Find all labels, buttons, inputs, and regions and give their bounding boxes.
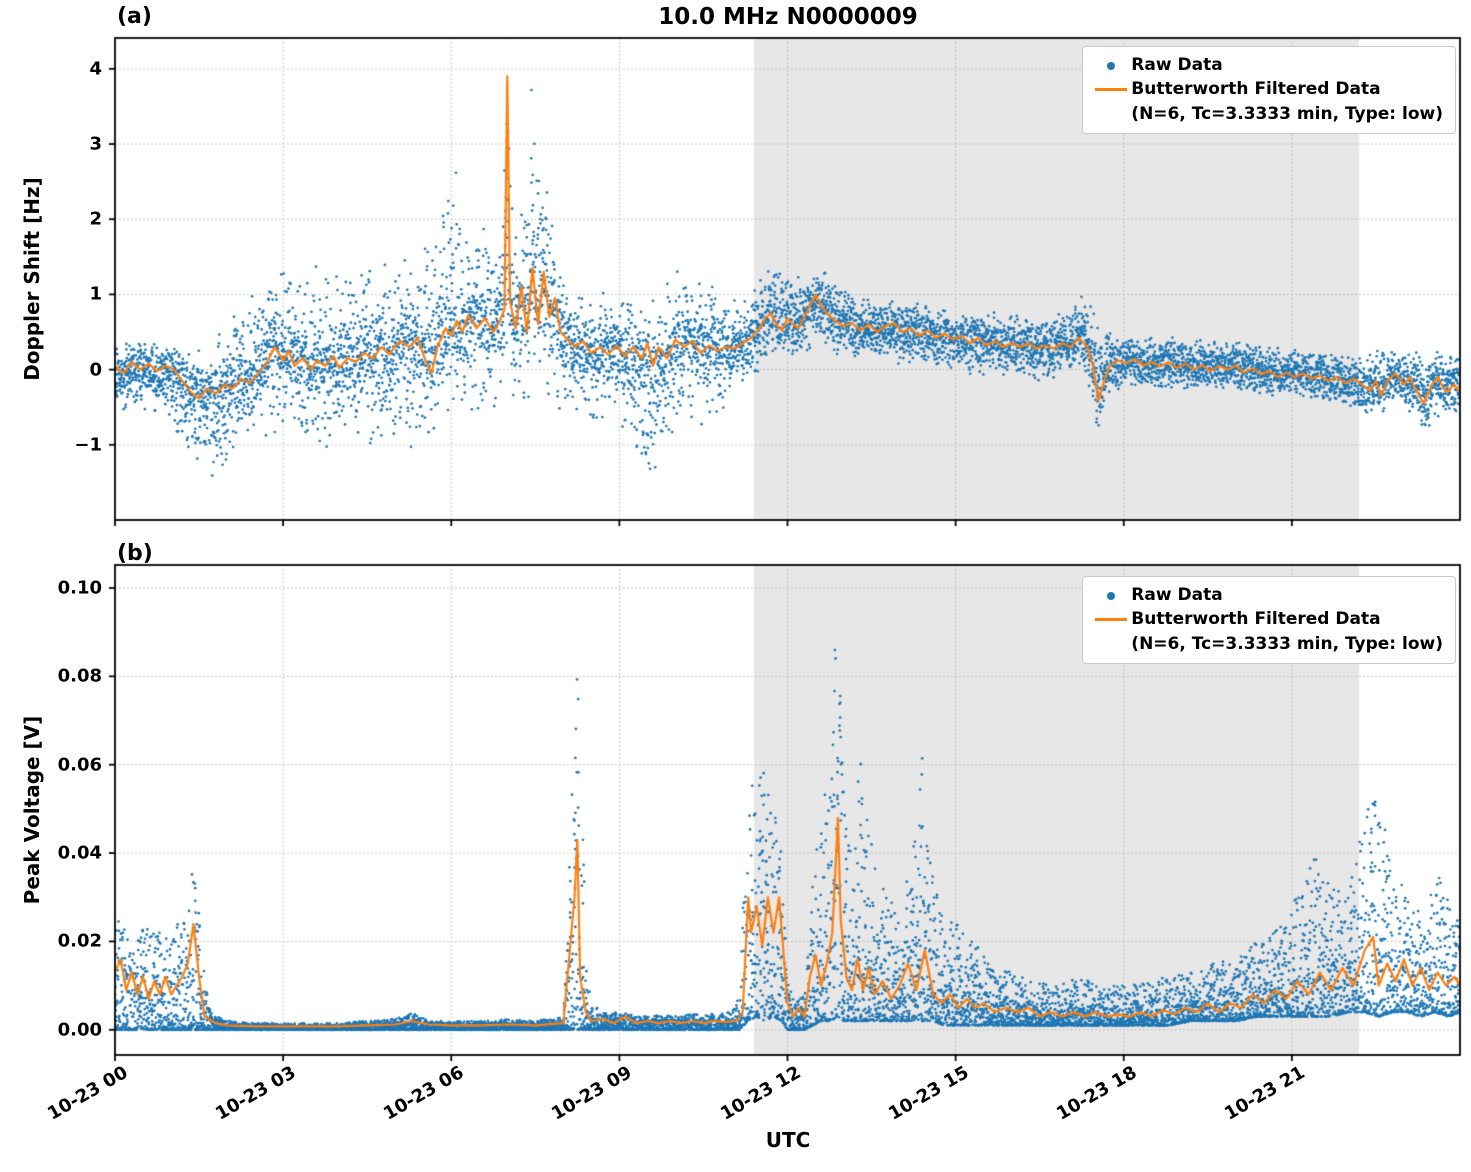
x-axis-label: UTC <box>765 1128 811 1152</box>
legend-filtered-label: Butterworth Filtered Data <box>1131 79 1381 100</box>
legend-entry-filtered: Butterworth Filtered Data <box>1091 79 1443 100</box>
legend-panel-b: Raw Data Butterworth Filtered Data (N=6,… <box>1082 576 1456 664</box>
raw-data-dot-icon <box>1091 591 1131 600</box>
y-tick-label: 0 <box>89 359 102 381</box>
legend-entry-filtered-sub: (N=6, Tc=3.3333 min, Type: low) <box>1091 634 1443 655</box>
panel-a-tag: (a) <box>117 4 152 29</box>
legend-entry-raw: Raw Data <box>1091 585 1443 606</box>
y-tick-label: 0.04 <box>57 842 102 864</box>
filtered-line-icon <box>1091 618 1131 622</box>
legend-panel-a: Raw Data Butterworth Filtered Data (N=6,… <box>1082 46 1456 134</box>
legend-entry-filtered-sub: (N=6, Tc=3.3333 min, Type: low) <box>1091 104 1443 125</box>
y-tick-label: 1 <box>89 283 102 305</box>
y-tick-label: 0.06 <box>57 754 102 776</box>
panel-b-tag: (b) <box>117 541 153 566</box>
y-tick-label: 0.08 <box>57 665 102 687</box>
legend-raw-label: Raw Data <box>1131 55 1223 75</box>
raw-data-dot-icon <box>1091 61 1131 70</box>
legend-entry-raw: Raw Data <box>1091 55 1443 76</box>
legend-filtered-label: Butterworth Filtered Data <box>1131 609 1381 630</box>
legend-raw-label: Raw Data <box>1131 585 1223 605</box>
y-tick-label: 0.10 <box>57 577 102 599</box>
y-tick-label: 4 <box>89 58 102 80</box>
y-tick-label: 0.00 <box>57 1019 102 1041</box>
y-axis-label-b: Peak Voltage [V] <box>20 715 44 905</box>
y-tick-label: −1 <box>74 434 102 456</box>
filtered-line-icon <box>1091 88 1131 92</box>
y-tick-label: 2 <box>89 208 102 230</box>
legend-entry-filtered: Butterworth Filtered Data <box>1091 609 1443 630</box>
y-tick-label: 3 <box>89 133 102 155</box>
legend-filtered-sublabel: (N=6, Tc=3.3333 min, Type: low) <box>1131 103 1443 124</box>
y-tick-label: 0.02 <box>57 930 102 952</box>
figure-title: 10.0 MHz N0000009 <box>658 4 918 30</box>
legend-filtered-sublabel: (N=6, Tc=3.3333 min, Type: low) <box>1131 633 1443 654</box>
